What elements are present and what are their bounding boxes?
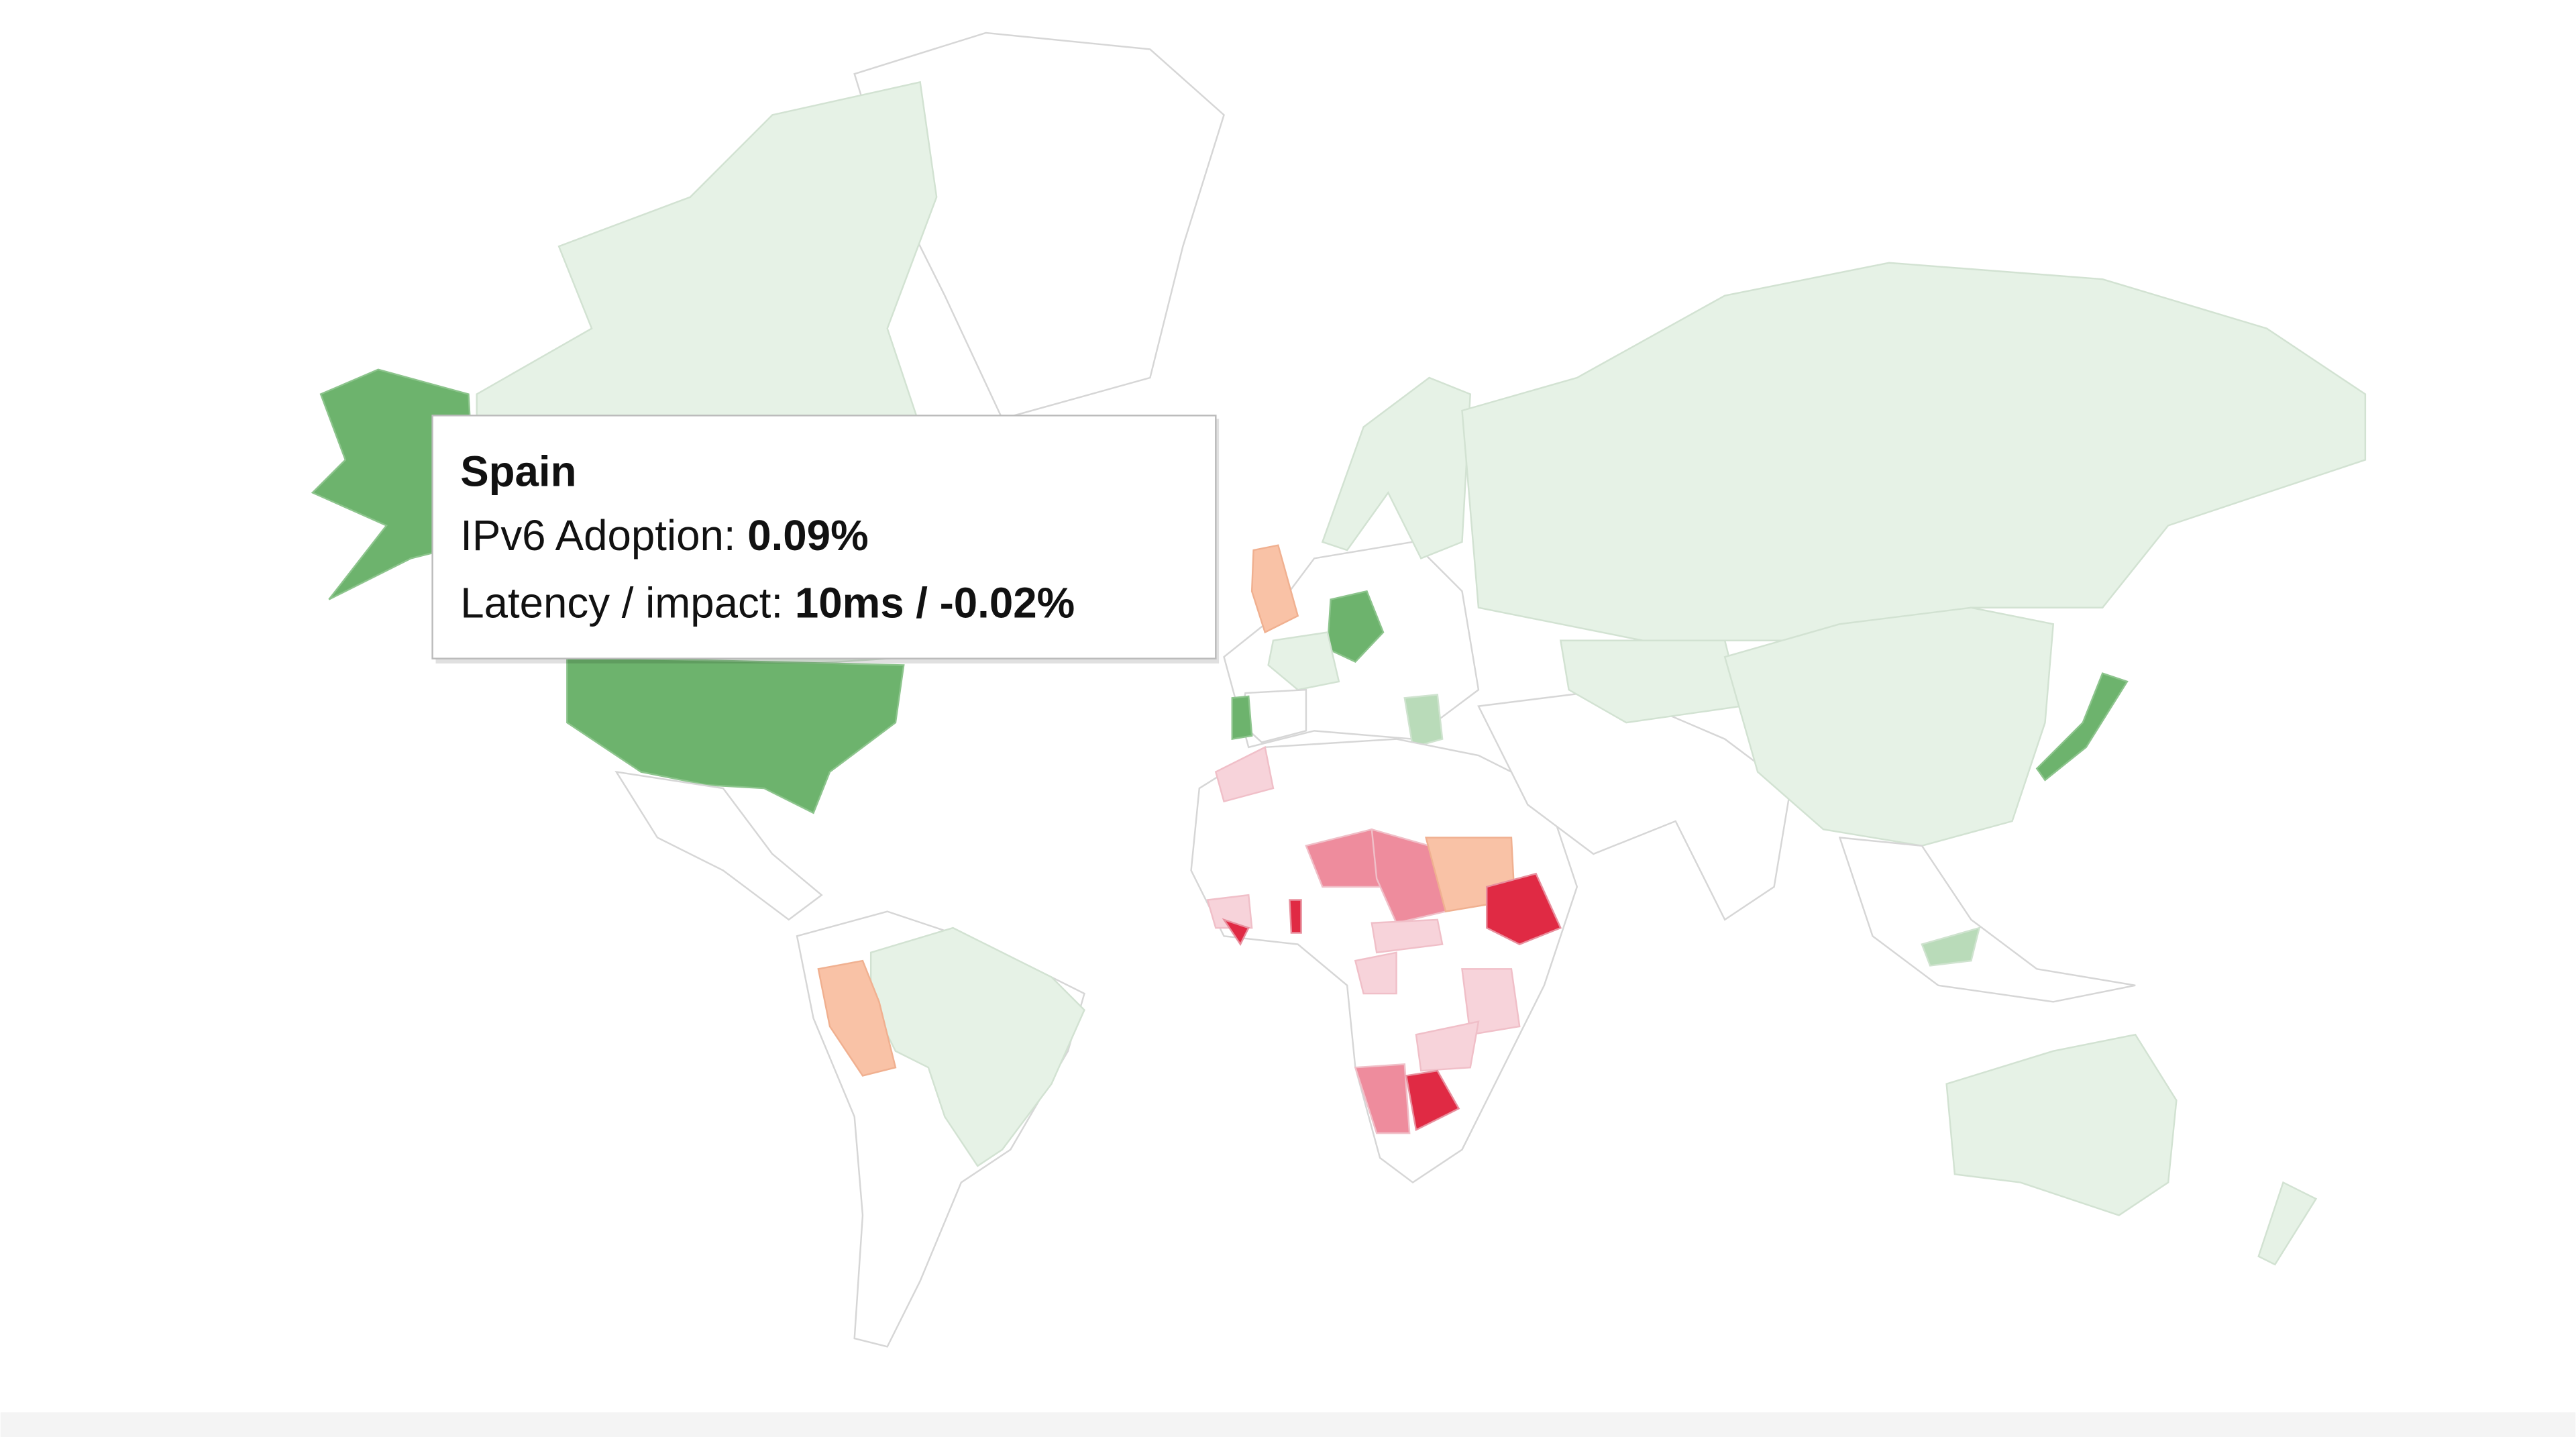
west-africa <box>1206 894 1253 929</box>
greece <box>1403 694 1444 749</box>
zambia <box>1415 1020 1480 1072</box>
namibia <box>1354 1063 1411 1134</box>
japan <box>2035 672 2129 782</box>
ghana <box>1289 899 1302 934</box>
tooltip: Spain IPv6 Adoption: 0.09% Latency / imp… <box>431 415 1220 663</box>
brazil <box>869 926 1085 1167</box>
kazakhstan <box>1559 639 1743 724</box>
tooltip-value: 10ms / -0.02% <box>795 579 1075 627</box>
southeast-asia <box>1838 837 2136 1003</box>
liberia <box>1222 918 1250 947</box>
france <box>1267 631 1340 691</box>
ethiopia <box>1485 872 1562 945</box>
bottom-strip <box>0 1412 2576 1437</box>
tooltip-box <box>431 415 1217 659</box>
congo <box>1354 951 1397 995</box>
tooltip-line: IPv6 Adoption: 0.09% <box>460 512 868 560</box>
central-america <box>614 770 823 921</box>
usa <box>566 655 905 814</box>
portugal <box>1231 695 1253 741</box>
uk <box>1250 544 1299 634</box>
morocco <box>1214 746 1275 803</box>
tooltip-line: Latency / impact: 10ms / -0.02% <box>460 579 1075 627</box>
scandinavia <box>1321 376 1471 560</box>
chad <box>1371 828 1447 924</box>
new-zealand <box>2257 1181 2318 1266</box>
tooltip-label: IPv6 Adoption: <box>460 512 735 560</box>
russia <box>1461 262 2367 641</box>
tooltip-value: 0.09% <box>747 512 868 560</box>
australia <box>1945 1033 2178 1216</box>
malaysia <box>1921 926 1981 967</box>
world-map <box>311 32 2367 1348</box>
botswana <box>1405 1069 1460 1132</box>
peru <box>817 959 897 1077</box>
tooltip-label: Latency / impact: <box>460 579 783 627</box>
car <box>1371 918 1444 954</box>
tooltip-title: Spain <box>460 448 576 496</box>
east-africa <box>1461 968 1521 1036</box>
china <box>1723 606 2055 847</box>
